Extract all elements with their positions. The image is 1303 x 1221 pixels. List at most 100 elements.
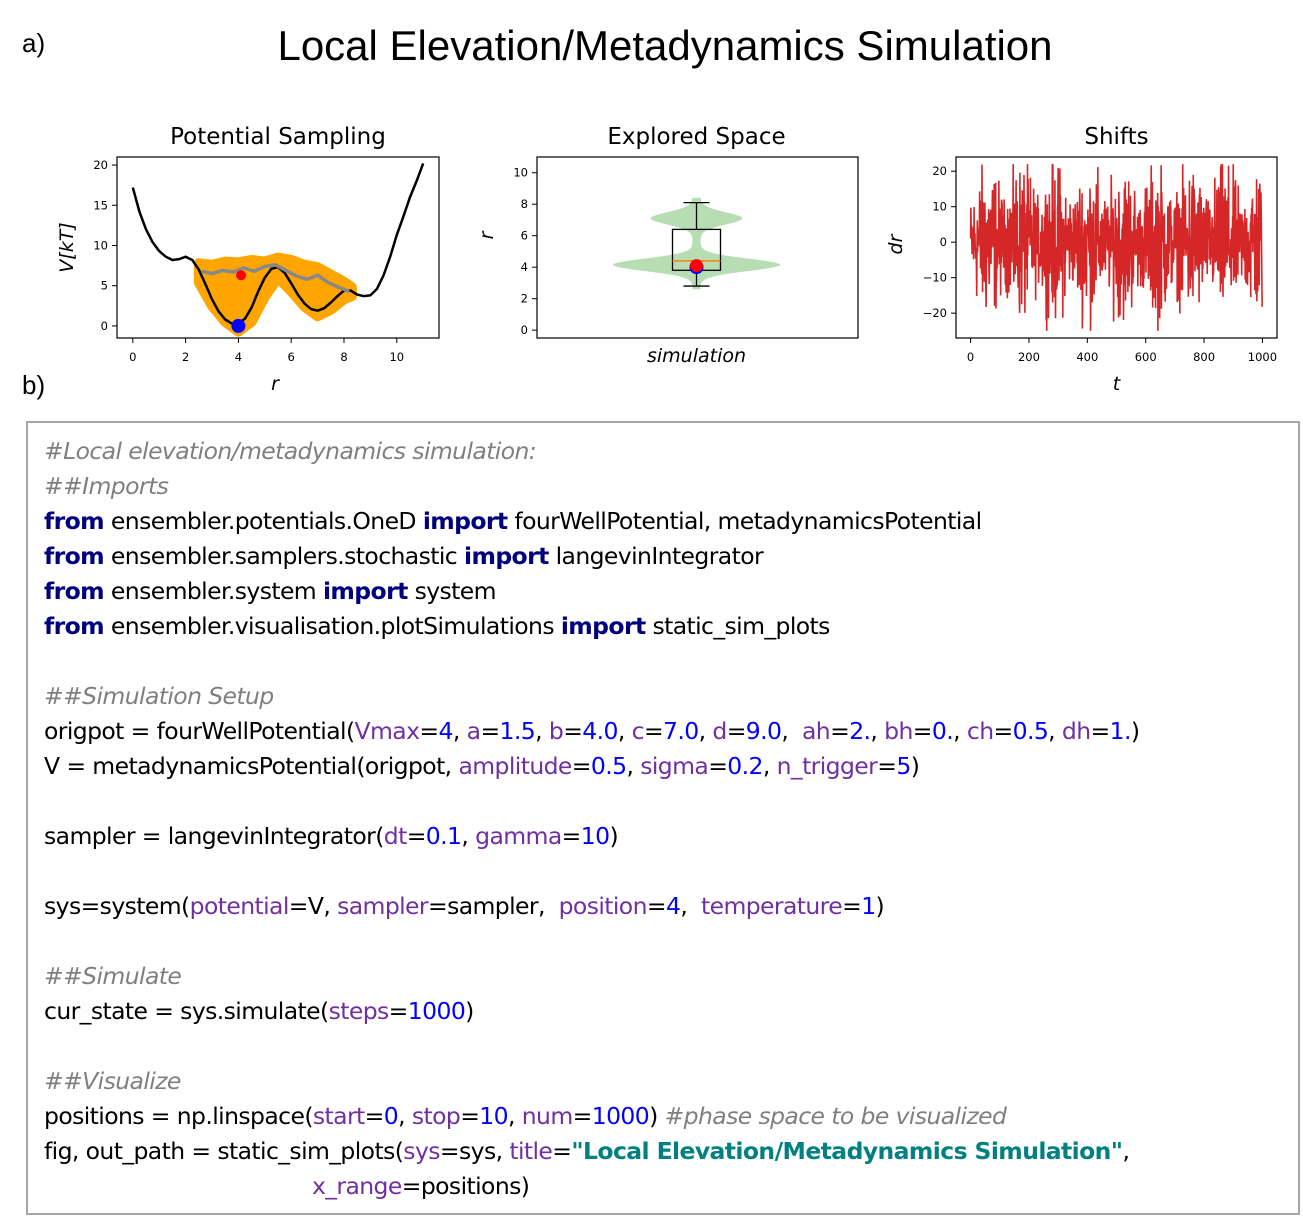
code-token: ,	[762, 752, 777, 780]
code-token: =	[480, 717, 500, 745]
x-tick-label: 2	[182, 350, 189, 364]
code-token: )	[875, 892, 885, 920]
code-line: ##Simulate	[44, 962, 182, 990]
y-tick-label: 10	[93, 238, 108, 252]
code-token: 2.	[849, 717, 871, 745]
code-token: title	[509, 1137, 553, 1165]
code-token: d	[712, 717, 727, 745]
code-token: import	[560, 612, 646, 640]
code-token: steps	[328, 997, 390, 1025]
y-tick-label: 0	[940, 235, 947, 249]
x-tick-label: 0	[967, 350, 974, 364]
violin-body	[613, 197, 780, 290]
code-token: =	[561, 822, 582, 850]
x-axis-label: t	[1113, 373, 1122, 395]
code-line: fig, out_path = static_sim_plots(sys=sys…	[44, 1137, 1130, 1165]
y-tick-label: 8	[521, 197, 528, 211]
code-token: 4	[438, 717, 454, 745]
end-marker	[690, 259, 703, 273]
code-token: static_sim_plots	[645, 612, 830, 640]
y-axis-label: r	[476, 230, 498, 239]
code-line: x_range=positions)	[44, 1172, 530, 1200]
panel-a-label: a)	[22, 28, 46, 58]
code-token: =V,	[288, 892, 338, 920]
plot-frame	[955, 156, 1278, 339]
code-token: =	[1090, 717, 1111, 745]
code-token: =	[572, 1102, 593, 1130]
code-token: origpot = fourWellPotential(	[44, 717, 355, 745]
code-token: dh	[1061, 717, 1091, 745]
x-tick-label: 200	[1018, 350, 1040, 364]
code-block: #Local elevation/metadynamics simulation…	[26, 421, 1300, 1215]
code-token: langevinIntegrator	[548, 542, 764, 570]
code-token: =	[726, 717, 747, 745]
code-token: 10	[479, 1102, 508, 1130]
code-line: positions = np.linspace(start=0, stop=10…	[44, 1102, 1007, 1130]
panel-b-label: b)	[22, 370, 46, 400]
x-axis-label: r	[271, 373, 280, 395]
code-token: 0.	[931, 717, 954, 745]
code-token: ,	[781, 717, 802, 745]
code-token: ##Visualize	[44, 1067, 181, 1095]
code-token: "Local Elevation/Metadynamics Simulation…	[571, 1137, 1123, 1165]
code-token: start	[312, 1102, 365, 1130]
code-token: =	[877, 752, 897, 780]
code-token: =	[646, 892, 667, 920]
code-token: 4.0	[582, 717, 618, 745]
x-tick-label: 10	[389, 350, 404, 364]
code-token: stop	[411, 1102, 461, 1130]
code-token: position	[558, 892, 648, 920]
code-line: origpot = fourWellPotential(Vmax=4, a=1.…	[44, 717, 1140, 745]
code-token: =sys,	[439, 1137, 510, 1165]
code-line: ##Visualize	[44, 1067, 181, 1095]
code-token: ,	[698, 717, 713, 745]
code-token: =	[830, 717, 850, 745]
code-token: sigma	[640, 752, 709, 780]
code-line: from ensembler.potentials.OneD import fo…	[44, 507, 982, 535]
code-token: ensembler.samplers.stochastic	[104, 542, 464, 570]
code-token: 9.0	[745, 717, 782, 745]
plot-frame	[116, 156, 440, 339]
code-token: )	[1130, 717, 1140, 745]
shift-series-line	[969, 164, 1263, 331]
code-token: ,	[617, 717, 632, 745]
code-token: #Local elevation/metadynamics simulation…	[44, 437, 537, 465]
code-token: b	[548, 717, 564, 745]
figure-title: Local Elevation/Metadynamics Simulation	[277, 22, 1053, 69]
code-token: )	[649, 1102, 665, 1130]
code-token: fourWellPotential, metadynamicsPotential	[507, 507, 982, 535]
code-line: sys=system(potential=V, sampler=sampler,…	[44, 892, 885, 920]
end-marker	[236, 270, 247, 281]
code-token: =	[708, 752, 728, 780]
y-axis-label: V[kT]	[56, 222, 78, 272]
x-axis-label: simulation	[647, 345, 746, 367]
code-token: =	[643, 717, 664, 745]
code-token: ,	[461, 822, 476, 850]
code-token: 0	[383, 1102, 399, 1130]
y-tick-label: 2	[521, 292, 528, 306]
code-token: =	[563, 717, 583, 745]
code-token: c	[631, 717, 645, 745]
code-line: from ensembler.samplers.stochastic impor…	[44, 542, 764, 570]
start-marker	[231, 318, 246, 333]
code-token: )	[465, 997, 474, 1025]
y-tick-label: 0	[521, 323, 528, 337]
code-token: temperature	[700, 892, 843, 920]
code-token: ,	[953, 717, 967, 745]
code-token: ,	[1048, 717, 1062, 745]
code-token: Vmax	[354, 717, 420, 745]
code-token: ,	[680, 892, 701, 920]
code-token: =	[571, 752, 592, 780]
potential-curve	[131, 162, 425, 325]
code-token: )	[910, 752, 920, 780]
code-token: 0.5	[590, 752, 627, 780]
code-token: 10	[580, 822, 610, 850]
code-line: cur_state = sys.simulate(steps=1000)	[44, 997, 474, 1025]
code-token: x_range	[311, 1172, 402, 1200]
code-token: 1.5	[499, 717, 536, 745]
code-token: =	[406, 822, 427, 850]
code-token: ##Simulation Setup	[44, 682, 274, 710]
y-tick-label: −20	[923, 306, 947, 320]
code-line: sampler = langevinIntegrator(dt=0.1, gam…	[44, 822, 619, 850]
y-tick-label: 20	[932, 164, 947, 178]
